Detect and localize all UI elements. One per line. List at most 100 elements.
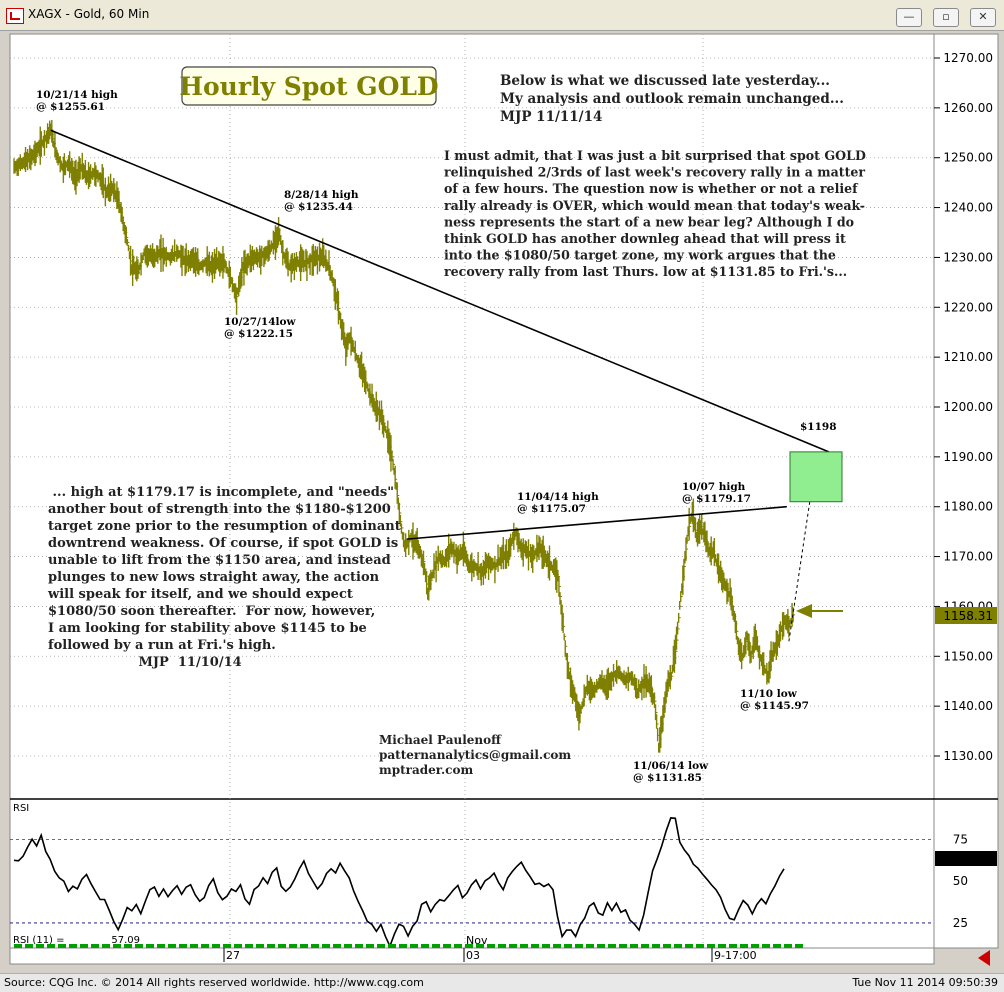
session-marker bbox=[619, 944, 627, 948]
session-marker bbox=[729, 944, 737, 948]
session-marker bbox=[344, 944, 352, 948]
trendlines bbox=[50, 129, 843, 642]
price-panel bbox=[9, 33, 935, 800]
session-marker bbox=[498, 944, 506, 948]
session-marker bbox=[509, 944, 517, 948]
session-marker bbox=[487, 944, 495, 948]
author-line: mptrader.com bbox=[379, 763, 473, 777]
session-marker bbox=[366, 944, 374, 948]
session-marker bbox=[432, 944, 440, 948]
time-axis-label: Nov bbox=[466, 934, 488, 947]
minimize-button[interactable]: — bbox=[896, 8, 922, 27]
session-marker bbox=[168, 944, 176, 948]
maximize-button[interactable]: ▫ bbox=[933, 8, 959, 27]
session-marker bbox=[663, 944, 671, 948]
window-title: XAGX - Gold, 60 Min bbox=[28, 7, 150, 21]
session-marker bbox=[58, 944, 66, 948]
session-marker bbox=[289, 944, 297, 948]
status-source: Source: CQG Inc. © 2014 All rights reser… bbox=[4, 976, 424, 989]
time-axis-label: 9-17:00 bbox=[714, 949, 757, 962]
rsi-value-marker: 57.09 bbox=[935, 851, 997, 866]
session-marker bbox=[707, 944, 715, 948]
last-price-marker: 1158.31 bbox=[935, 607, 997, 624]
close-button[interactable]: ✕ bbox=[970, 8, 996, 27]
session-marker bbox=[542, 944, 550, 948]
note-left-line: MJP 11/10/14 bbox=[48, 655, 242, 670]
time-axis-labels: 27 03 Nov 9-17:00 bbox=[14, 934, 803, 962]
note-left-line: followed by a run at Fri.'s high. bbox=[48, 638, 276, 653]
session-marker bbox=[322, 944, 330, 948]
session-marker bbox=[520, 944, 528, 948]
note-top-line: My analysis and outlook remain unchanged… bbox=[500, 91, 844, 107]
rsi-readout: RSI (11) = 57.09 bbox=[11, 932, 142, 946]
time-axis-label: 27 bbox=[226, 949, 240, 962]
chart-title-box: Hourly Spot GOLD bbox=[179, 66, 439, 106]
rsi-series: 75 50 25 bbox=[10, 817, 968, 949]
session-marker bbox=[91, 944, 99, 948]
author-line: patternanalytics@gmail.com bbox=[379, 748, 571, 762]
price-tick-label: 1170.00 bbox=[943, 550, 993, 564]
session-marker bbox=[212, 944, 220, 948]
note-left-line: I am looking for stability above $1145 t… bbox=[48, 621, 367, 636]
session-marker bbox=[718, 944, 726, 948]
session-marker bbox=[608, 944, 616, 948]
status-datetime: Tue Nov 11 2014 09:50:39 bbox=[852, 976, 998, 989]
price-bars bbox=[13, 120, 796, 753]
oct27-low-label: 10/27/14low bbox=[224, 316, 296, 328]
session-marker bbox=[124, 944, 132, 948]
session-marker bbox=[696, 944, 704, 948]
status-bar: Source: CQG Inc. © 2014 All rights reser… bbox=[0, 973, 1004, 992]
note-left-line: plunges to new lows straight away, the a… bbox=[48, 570, 380, 585]
session-marker bbox=[531, 944, 539, 948]
price-tick-label: 1250.00 bbox=[943, 151, 993, 165]
session-marker bbox=[564, 944, 572, 948]
downtrend-line bbox=[50, 129, 830, 453]
session-marker bbox=[762, 944, 770, 948]
rsi-readout-label: RSI (11) = bbox=[13, 935, 65, 946]
nov10-low-label: @ $1145.97 bbox=[740, 700, 809, 712]
session-marker bbox=[652, 944, 660, 948]
alert-arrow-icon[interactable] bbox=[978, 950, 990, 966]
note-right-line: think GOLD has another downleg ahead tha… bbox=[444, 231, 846, 246]
session-marker bbox=[355, 944, 363, 948]
note-right-line: of a few hours. The question now is whet… bbox=[444, 181, 859, 196]
nov06-low-label: 11/06/14 low bbox=[633, 760, 709, 772]
session-marker bbox=[311, 944, 319, 948]
session-marker bbox=[586, 944, 594, 948]
nov04-high-label: 11/04/14 high bbox=[517, 491, 599, 503]
time-axis-label: 03 bbox=[466, 949, 480, 962]
price-tick-label: 1240.00 bbox=[943, 201, 993, 215]
session-marker bbox=[190, 944, 198, 948]
session-marker bbox=[388, 944, 396, 948]
note-top-line: Below is what we discussed late yesterda… bbox=[500, 73, 830, 89]
price-tick-label: 1190.00 bbox=[943, 450, 993, 464]
price-tick-labels: 1270.00 1260.00 1250.00 1240.00 1230.00 1220.… bbox=[934, 51, 993, 763]
session-marker bbox=[377, 944, 385, 948]
session-marker bbox=[25, 944, 33, 948]
rsi-value-axis: 57.09 bbox=[959, 852, 993, 866]
session-marker bbox=[300, 944, 308, 948]
rsi-panel bbox=[9, 798, 935, 949]
commentary: Below is what we discussed late yesterda… bbox=[47, 73, 866, 777]
oct07-high-label: @ $1179.17 bbox=[682, 493, 751, 505]
price-tick-label: 1140.00 bbox=[943, 699, 993, 713]
oct21-high-label: 10/21/14 high bbox=[36, 89, 118, 101]
session-marker bbox=[630, 944, 638, 948]
note-left-line: unable to lift from the $1150 area, and … bbox=[48, 553, 391, 568]
nov06-low-label: @ $1131.85 bbox=[633, 772, 702, 784]
session-marker bbox=[784, 944, 792, 948]
rsi-tick-label: 75 bbox=[953, 832, 968, 846]
price-tick-label: 1130.00 bbox=[943, 749, 993, 763]
session-marker bbox=[157, 944, 165, 948]
session-marker bbox=[333, 944, 341, 948]
session-marker bbox=[685, 944, 693, 948]
price-tick-label: 1180.00 bbox=[943, 500, 993, 514]
aug28-high-label: @ $1235.44 bbox=[284, 201, 353, 213]
session-marker bbox=[135, 944, 143, 948]
session-marker bbox=[465, 944, 473, 948]
price-tick-label: 1230.00 bbox=[943, 250, 993, 264]
session-marker bbox=[234, 944, 242, 948]
session-marker bbox=[476, 944, 484, 948]
annotations: 10/21/14 high@ $1255.618/28/14 high@ $12… bbox=[36, 89, 837, 784]
session-marker bbox=[597, 944, 605, 948]
